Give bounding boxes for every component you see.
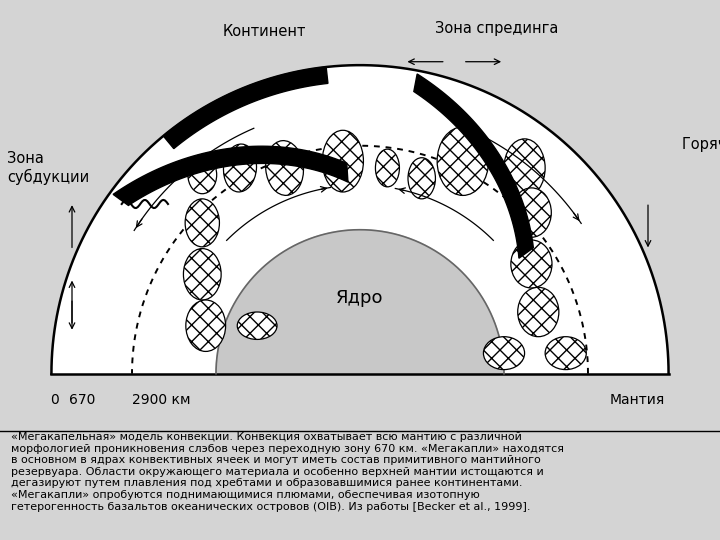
Ellipse shape [186, 300, 225, 352]
Ellipse shape [185, 199, 220, 247]
Text: 0: 0 [50, 393, 59, 407]
Ellipse shape [408, 158, 436, 199]
Ellipse shape [511, 240, 552, 288]
Text: Зона
субдукции: Зона субдукции [7, 151, 89, 185]
Ellipse shape [223, 144, 256, 192]
Polygon shape [51, 65, 669, 374]
Polygon shape [163, 67, 328, 148]
Text: 670: 670 [69, 393, 96, 407]
Polygon shape [414, 74, 534, 258]
Text: Континент: Континент [222, 24, 306, 39]
Ellipse shape [545, 336, 586, 369]
Text: Горячая точка: Горячая точка [683, 137, 720, 152]
Ellipse shape [323, 130, 364, 192]
Text: Мантия: Мантия [610, 393, 665, 407]
Ellipse shape [238, 312, 277, 340]
Text: Ядро: Ядро [336, 289, 384, 307]
Text: Зона спрединга: Зона спрединга [436, 21, 559, 36]
Ellipse shape [518, 287, 559, 336]
Ellipse shape [184, 248, 221, 300]
Ellipse shape [266, 140, 304, 195]
Polygon shape [113, 146, 348, 205]
Ellipse shape [375, 149, 400, 187]
Ellipse shape [483, 336, 525, 369]
Ellipse shape [437, 127, 489, 195]
Polygon shape [216, 230, 504, 374]
Text: «Мегакапельная» модель конвекции. Конвекция охватывает всю мантию с различной
мо: «Мегакапельная» модель конвекции. Конвек… [11, 432, 564, 511]
Ellipse shape [504, 139, 545, 197]
Text: 2900 км: 2900 км [132, 393, 190, 407]
Ellipse shape [188, 156, 217, 194]
Ellipse shape [511, 188, 552, 237]
